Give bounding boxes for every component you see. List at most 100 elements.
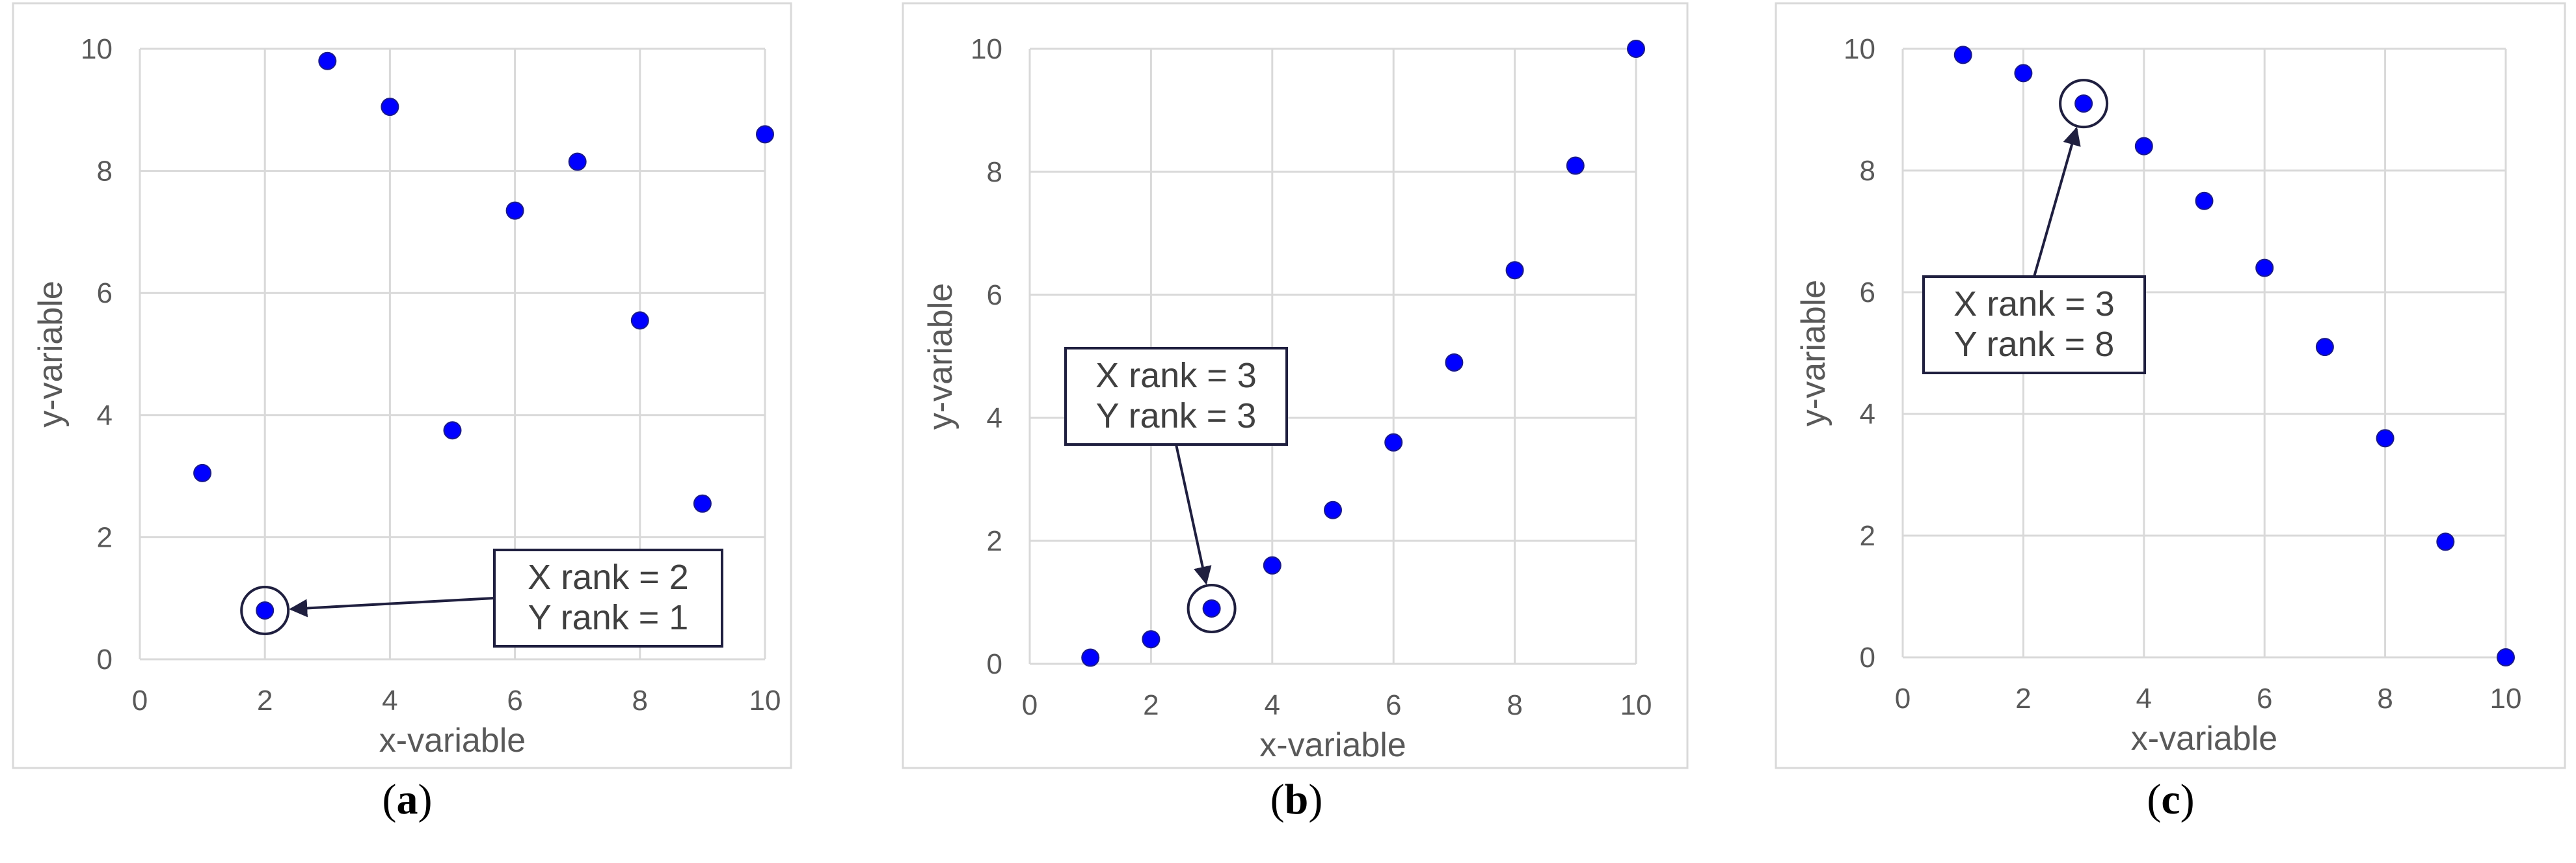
data-points — [193, 51, 774, 620]
x-tick-label: 0 — [132, 685, 148, 717]
gridlines — [1901, 48, 2507, 659]
callout-line: X rank = 2 — [528, 558, 689, 597]
data-point — [1384, 433, 1403, 452]
x-tick-label: 2 — [1143, 689, 1159, 721]
y-tick-label: 8 — [987, 156, 1002, 188]
data-point — [1324, 500, 1342, 519]
gridlines — [1028, 48, 1637, 665]
y-tick-label: 6 — [987, 279, 1002, 311]
x-tick-label: 10 — [2490, 683, 2522, 715]
data-point — [381, 98, 399, 116]
chart-panel-a: 0 2 4 6 8 10 0 2 4 6 8 10 x-variable y-variable X rank… — [12, 2, 792, 769]
x-tick-label: 6 — [2257, 683, 2272, 715]
x-axis-label: x-variable — [2131, 720, 2277, 758]
y-tick-label: 0 — [1860, 642, 1875, 674]
x-tick-label: 8 — [1507, 689, 1522, 721]
x-tick-label: 0 — [1022, 689, 1038, 721]
y-axis-label: y-variable — [32, 281, 70, 427]
y-tick-label: 2 — [97, 521, 113, 553]
y-tick-label: 6 — [97, 277, 113, 309]
y-tick-label: 10 — [81, 33, 113, 65]
x-tick-label: 6 — [1386, 689, 1401, 721]
annotation-callout: X rank = 3Y rank = 3 — [1064, 347, 1288, 446]
y-tick-label: 8 — [1860, 155, 1875, 187]
callout-box — [1064, 347, 1288, 446]
data-point — [756, 125, 774, 144]
y-tick-label: 2 — [1860, 520, 1875, 552]
data-point — [2195, 191, 2214, 210]
data-point — [1202, 599, 1221, 618]
data-point — [2436, 532, 2455, 551]
data-point — [1566, 156, 1585, 175]
panel-label-c: (c) — [2147, 776, 2194, 823]
data-point — [693, 494, 712, 513]
data-point — [1263, 556, 1281, 575]
chart-panel-b: 0 2 4 6 8 10 0 2 4 6 8 10 x-variable y-variable X rank… — [902, 2, 1689, 769]
chart-frame — [902, 2, 1689, 769]
callout-line: Y rank = 1 — [528, 598, 689, 637]
data-point — [568, 152, 587, 171]
data-points — [1081, 40, 1645, 667]
y-tick-label: 4 — [1860, 398, 1875, 430]
highlight-ring — [2059, 79, 2109, 129]
annotation-callout: X rank = 3Y rank = 8 — [1922, 275, 2146, 374]
chart-frame — [1775, 2, 2566, 769]
data-points — [1953, 46, 2515, 666]
y-tick-label: 4 — [987, 402, 1002, 434]
panel-label-a: (a) — [382, 776, 433, 823]
callout-box — [1922, 275, 2146, 374]
data-point — [2497, 648, 2515, 666]
data-point — [1505, 261, 1524, 280]
callout-line: X rank = 3 — [1095, 356, 1257, 395]
y-axis-label: y-variable — [1795, 280, 1832, 426]
x-tick-label: 0 — [1895, 683, 1911, 715]
annotation-callout: X rank = 2Y rank = 1 — [493, 549, 723, 648]
data-point — [505, 201, 524, 220]
data-point — [1081, 648, 1100, 667]
annotation-arrow — [1175, 444, 1212, 585]
y-tick-label: 0 — [987, 648, 1002, 680]
data-point — [2315, 338, 2334, 357]
callout-line: Y rank = 8 — [1954, 325, 2115, 364]
y-tick-label: 2 — [987, 525, 1002, 557]
x-axis-label: x-variable — [1259, 726, 1406, 764]
panel-label-b: (b) — [1270, 776, 1323, 823]
data-point — [318, 51, 337, 70]
x-tick-label: 6 — [507, 685, 522, 717]
x-tick-label: 2 — [2015, 683, 2031, 715]
gridlines — [139, 48, 766, 661]
callout-line: Y rank = 3 — [1096, 396, 1257, 435]
data-point — [2255, 258, 2274, 277]
y-tick-label: 10 — [971, 33, 1002, 65]
x-tick-label: 4 — [2136, 683, 2152, 715]
y-tick-label: 10 — [1844, 33, 1875, 65]
x-axis-label: x-variable — [379, 722, 526, 760]
x-tick-label: 10 — [1620, 689, 1652, 721]
x-tick-label: 4 — [1265, 689, 1280, 721]
callout-line: X rank = 3 — [1953, 284, 2115, 323]
highlight-ring — [240, 585, 290, 635]
data-point — [1953, 46, 1972, 64]
data-point — [1142, 630, 1161, 649]
chart-panel-c: 0 2 4 6 8 10 0 2 4 6 8 10 x-variable y-variable X rank… — [1775, 2, 2566, 769]
data-point — [630, 311, 649, 330]
data-point — [2014, 64, 2033, 83]
y-axis-label: y-variable — [922, 283, 959, 430]
data-point — [256, 601, 275, 620]
annotation-arrow — [289, 597, 495, 618]
data-point — [2074, 94, 2093, 113]
x-tick-label: 2 — [257, 685, 273, 717]
x-tick-label: 8 — [2377, 683, 2393, 715]
chart-frame — [12, 2, 792, 769]
x-tick-label: 8 — [632, 685, 648, 717]
callout-box — [493, 549, 723, 648]
data-point — [2376, 429, 2395, 448]
data-point — [1627, 40, 1645, 58]
data-point — [193, 463, 212, 482]
highlight-ring — [1187, 583, 1237, 633]
data-point — [443, 421, 462, 440]
data-point — [1445, 353, 1464, 372]
x-tick-label: 10 — [749, 685, 781, 717]
y-tick-label: 0 — [97, 644, 113, 676]
